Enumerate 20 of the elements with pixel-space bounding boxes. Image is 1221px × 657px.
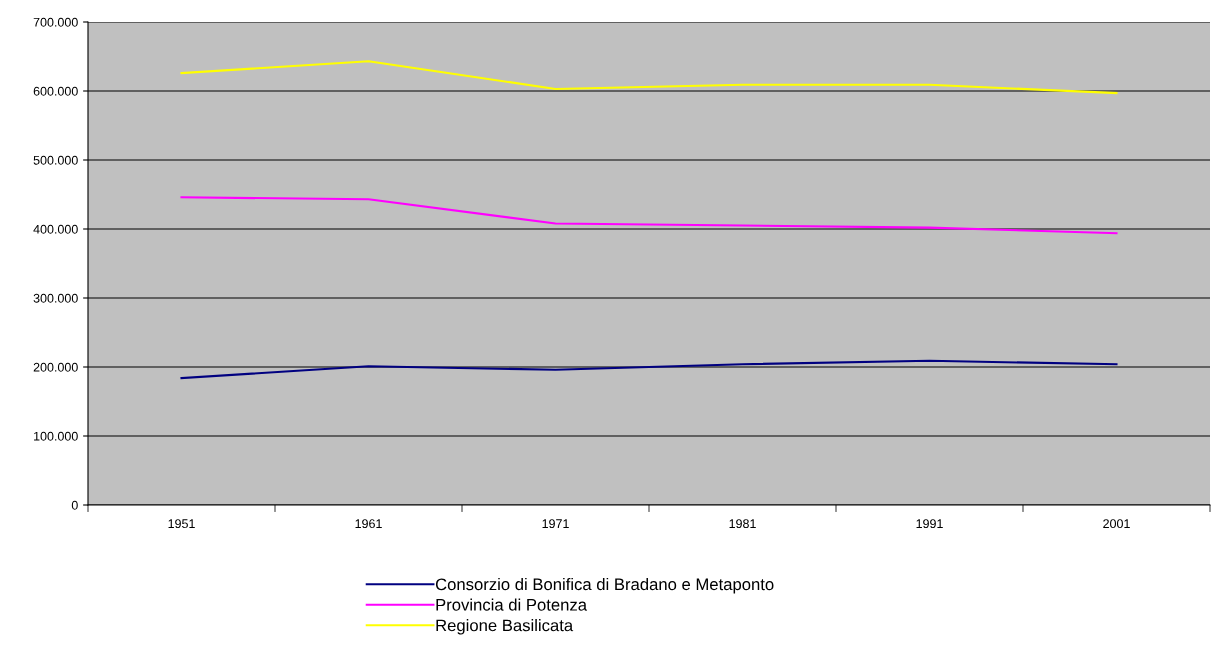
y-tick-label: 700.000 xyxy=(33,17,78,27)
line-series xyxy=(180,60,1118,95)
y-tick-label: 0 xyxy=(71,500,78,510)
y-tick-label: 600.000 xyxy=(33,86,78,96)
x-tick-label: 1961 xyxy=(355,519,382,529)
x-tick-label: 1971 xyxy=(542,519,569,529)
legend-label: Regione Basilicata xyxy=(436,619,574,635)
legend-label: Consorzio di Bonifica di Bradano e Metaponto xyxy=(435,577,774,594)
legend-label: Provincia di Potenza xyxy=(436,598,588,611)
x-tick-label: 2001 xyxy=(1103,519,1130,529)
x-tick-label: 1981 xyxy=(729,519,756,529)
y-tick-label: 100.000 xyxy=(34,431,78,441)
line-series xyxy=(180,359,1118,380)
x-tick-label: 1991 xyxy=(916,519,943,529)
y-tick-label: 500.000 xyxy=(33,155,78,165)
y-tick-label: 200.000 xyxy=(33,362,78,372)
line-series xyxy=(180,196,1118,235)
y-tick-label: 400.000 xyxy=(33,224,78,234)
y-tick-label: 300.000 xyxy=(33,293,78,303)
x-tick-label: 1951 xyxy=(168,519,195,529)
